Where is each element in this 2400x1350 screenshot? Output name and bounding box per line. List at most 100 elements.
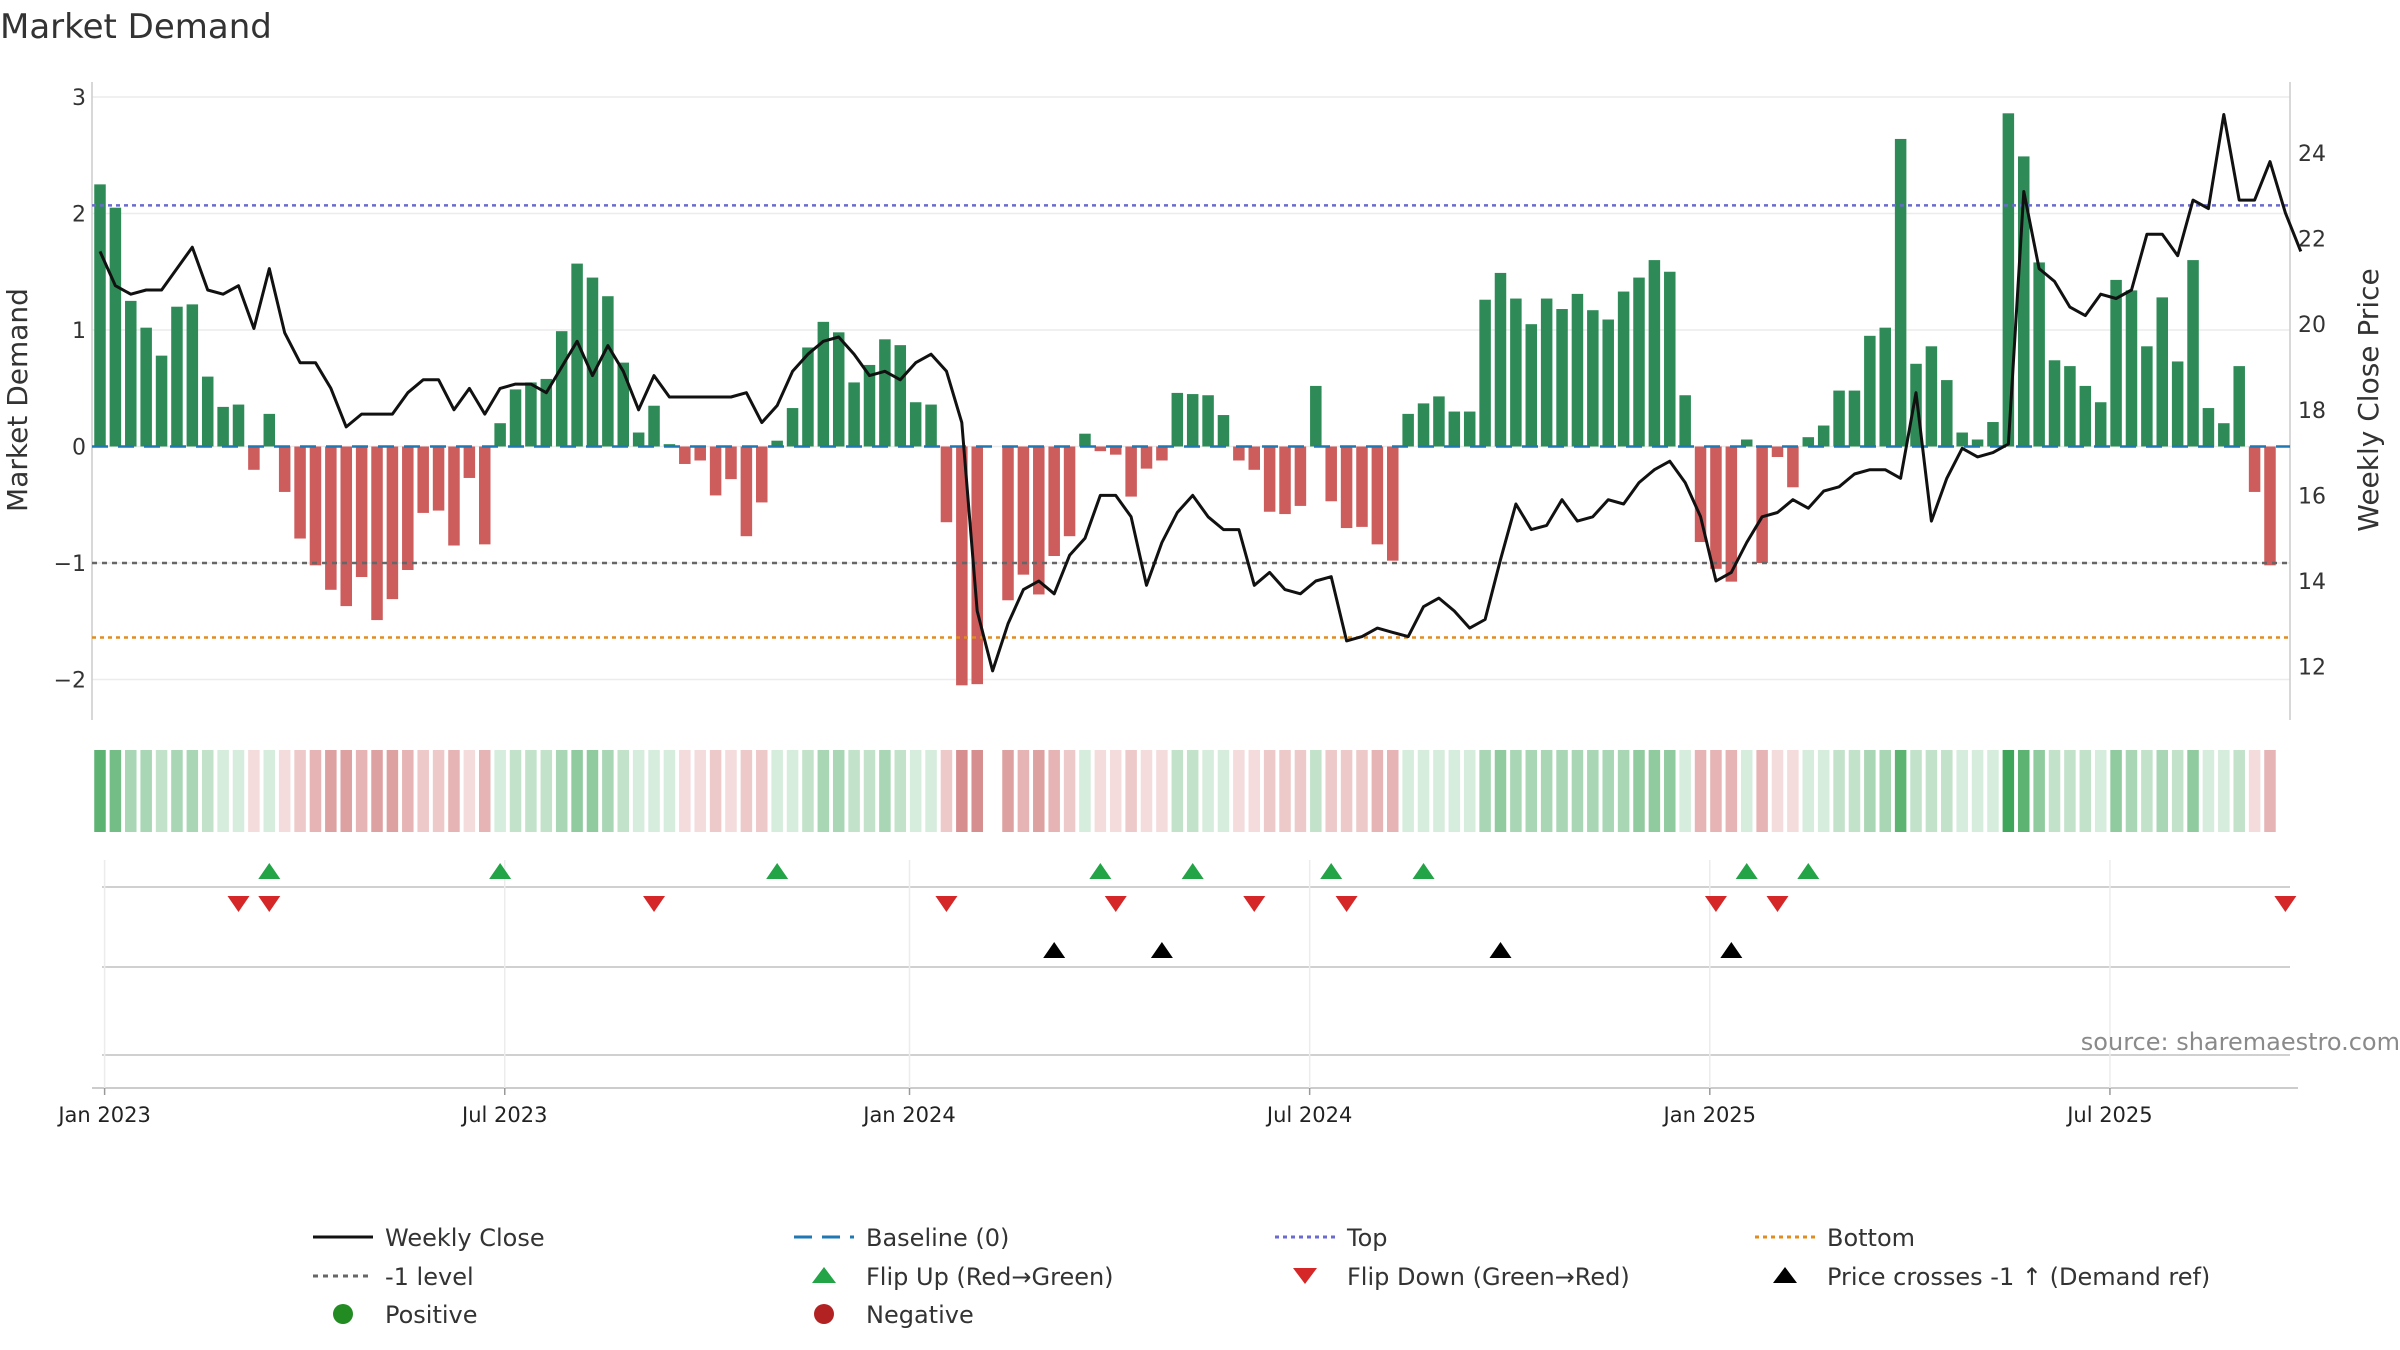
strip-cell (663, 750, 676, 832)
strip-cell (1463, 750, 1476, 832)
strip-cell (1371, 750, 1384, 832)
demand-bar (1571, 293, 1584, 447)
strip-cell (217, 750, 229, 832)
demand-bar (494, 423, 506, 447)
left-tick-label: 2 (72, 203, 86, 228)
strip-cell (1479, 750, 1491, 832)
strip-cell (109, 750, 122, 832)
right-tick-label: 20 (2298, 313, 2326, 338)
demand-bar (817, 321, 830, 447)
strip-cell (971, 750, 983, 832)
demand-bar (1094, 446, 1107, 452)
strip-cell (1987, 750, 1999, 832)
flip-up-marker (1181, 863, 1204, 879)
chart-gridlines (92, 96, 2290, 681)
demand-bars (94, 113, 2276, 686)
demand-bar (2125, 290, 2138, 447)
demand-bar (802, 347, 814, 447)
strip-cell (1833, 750, 1845, 832)
strip-cell (1387, 750, 1399, 832)
demand-bar (232, 404, 245, 447)
strip-cell (479, 750, 491, 832)
legend-positive: Positive (385, 1301, 478, 1329)
strip-cell (1941, 750, 1953, 832)
demand-bar (2156, 297, 2169, 447)
strip-cell (1448, 750, 1461, 832)
demand-bar (725, 446, 737, 480)
strip-cell (309, 750, 322, 832)
demand-bar (94, 184, 106, 447)
demand-bar (2110, 279, 2122, 447)
strip-cell (1556, 750, 1568, 832)
strip-cell (1664, 750, 1676, 832)
right-axis-ticks: 24 22 20 18 16 14 12 (2298, 142, 2326, 681)
right-tick-label: 22 (2298, 228, 2326, 253)
strip-cell (863, 750, 876, 832)
demand-bar (1725, 446, 1738, 582)
flip-down-marker (1243, 896, 1266, 912)
demand-bar (2018, 156, 2030, 447)
strip-cell (1402, 750, 1414, 832)
demand-bar (294, 446, 306, 539)
strip-cell (1802, 750, 1815, 832)
strip-cell (1433, 750, 1445, 832)
demand-bar (371, 446, 383, 621)
price-cross-markers (1043, 942, 1743, 958)
strip-cell (386, 750, 399, 832)
demand-bar (1556, 309, 1568, 447)
strip-cell (2264, 750, 2276, 832)
demand-bar (248, 446, 260, 470)
demand-bar (1448, 411, 1461, 447)
date-axis-ticks: Jan 2023 Jul 2023 Jan 2024 Jul 2024 Jan 2025… (56, 1088, 2153, 1127)
demand-bar (971, 446, 983, 685)
demand-bar (2033, 262, 2045, 447)
strip-cell (1602, 750, 1614, 832)
strip-cell (1002, 750, 1014, 832)
chart-title: Market Demand (0, 7, 272, 47)
legend-flip-up: Flip Up (Red→Green) (866, 1263, 1114, 1291)
demand-bar (555, 331, 568, 447)
demand-bar (1494, 272, 1507, 447)
demand-bar (740, 446, 753, 537)
strip-cell (1079, 750, 1091, 832)
right-tick-label: 18 (2298, 399, 2326, 424)
demand-bar (340, 446, 352, 607)
legend-swatch-price-cross (1773, 1267, 1797, 1283)
strip-cell (1494, 750, 1507, 832)
strip-cell (1417, 750, 1430, 832)
date-tick-label: Jul 2023 (460, 1103, 547, 1127)
demand-bar (1171, 392, 1184, 447)
demand-bar (1340, 446, 1353, 529)
strip-cell (694, 750, 706, 832)
strip-cell (371, 750, 383, 832)
strip-cell (786, 750, 799, 832)
demand-bar (1202, 395, 1214, 447)
strip-cell (940, 750, 953, 832)
left-tick-label: 0 (72, 436, 86, 461)
demand-bar (1310, 385, 1322, 447)
demand-bar (1433, 396, 1445, 447)
legend-bottom: Bottom (1827, 1224, 1915, 1252)
strip-cell (340, 750, 352, 832)
demand-bar (879, 339, 891, 447)
price-cross-marker (1489, 942, 1512, 958)
legend-swatch-flip-down (1293, 1268, 1317, 1284)
legend-swatch-positive (333, 1304, 353, 1324)
demand-bar (1186, 394, 1199, 447)
demand-bar (1925, 346, 1938, 447)
strip-cell (571, 750, 583, 832)
demand-bar (1956, 432, 1968, 447)
strip-cell (1340, 750, 1353, 832)
demand-bar (848, 382, 860, 447)
strip-cell (909, 750, 922, 832)
strip-cell (248, 750, 260, 832)
right-axis-label: Weekly Close Price (2352, 268, 2385, 531)
strip-cell (1540, 750, 1553, 832)
strip-cell (2202, 750, 2215, 832)
strip-cell (1525, 750, 1538, 832)
demand-bar (1971, 439, 1984, 447)
left-tick-label: −1 (54, 552, 86, 577)
demand-bar (263, 413, 276, 447)
demand-bar (1156, 446, 1168, 461)
